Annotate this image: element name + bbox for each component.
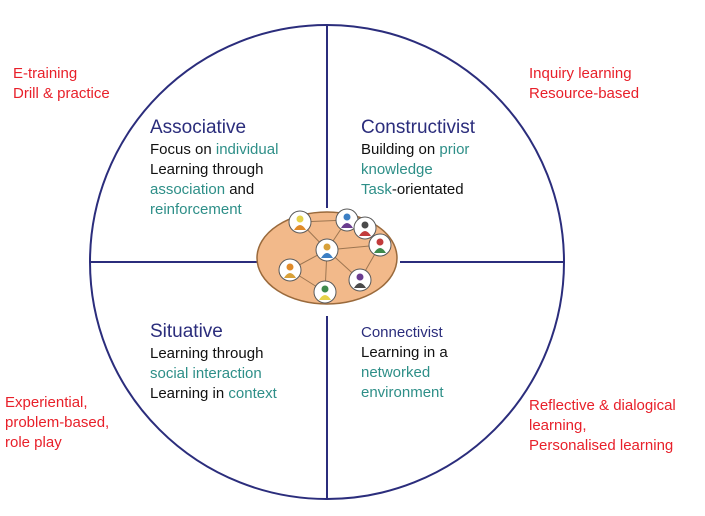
text-plain: Building on <box>361 141 440 158</box>
quadrant-constructivist: Constructivist Building on prior knowled… <box>361 116 475 200</box>
side-label-line: E-training <box>13 65 78 82</box>
quadrant-connectivist: Connectivist Learning in a networked env… <box>361 323 448 403</box>
side-label-line: Inquiry learning <box>529 65 632 82</box>
network-people-icon <box>256 208 398 305</box>
side-label-line: Experiential, <box>5 394 88 411</box>
situative-line-3: Learning in context <box>150 384 277 404</box>
side-label-line: Drill & practice <box>13 85 110 102</box>
connectivist-title: Connectivist <box>361 324 443 341</box>
connectivist-line-1: Learning in a <box>361 344 448 361</box>
side-label-line: Personalised learning <box>529 437 674 454</box>
associative-line-2: Learning through <box>150 161 264 178</box>
side-label-bottom-left: Experiential, problem-based, role play <box>5 393 109 453</box>
associative-line-4: reinforcement <box>150 201 242 218</box>
side-label-top-right: Inquiry learning Resource-based <box>529 64 639 104</box>
person-node-icon <box>315 238 339 262</box>
constructivist-title: Constructivist <box>361 117 476 138</box>
situative-title: Situative <box>150 321 223 342</box>
text-highlight: prior <box>439 141 470 158</box>
text-plain: Focus on <box>150 141 216 158</box>
situative-line-2: social interaction <box>150 365 262 382</box>
constructivist-line-3: Task-orientated <box>361 180 475 200</box>
associative-title: Associative <box>150 117 247 138</box>
side-label-line: learning, <box>529 417 587 434</box>
text-highlight: Task <box>361 181 392 198</box>
side-label-top-left: E-training Drill & practice <box>13 64 110 104</box>
situative-line-1: Learning through <box>150 345 264 362</box>
side-label-line: Resource-based <box>529 85 640 102</box>
quadrant-situative: Situative Learning through social intera… <box>150 320 277 404</box>
person-node-icon <box>278 258 302 282</box>
side-label-line: problem-based, <box>5 414 110 431</box>
text-plain: and <box>225 181 255 198</box>
quadrant-associative: Associative Focus on individual Learning… <box>150 116 278 220</box>
side-label-bottom-right: Reflective & dialogical learning, Person… <box>529 396 676 456</box>
text-highlight: individual <box>215 141 279 158</box>
connectivist-line-2: networked <box>361 364 431 381</box>
person-node-icon <box>335 208 359 232</box>
constructivist-line-2: knowledge <box>361 161 433 178</box>
associative-line-1: Focus on individual <box>150 140 278 160</box>
associative-line-3: association and <box>150 180 278 200</box>
side-label-line: role play <box>5 434 62 451</box>
text-highlight: context <box>228 385 277 402</box>
person-node-icon <box>348 268 372 292</box>
person-node-icon <box>288 210 312 234</box>
person-node-icon <box>313 280 337 304</box>
side-label-line: Reflective & dialogical <box>529 397 676 414</box>
text-plain: -orientated <box>391 181 464 198</box>
connectivist-line-3: environment <box>361 384 444 401</box>
text-highlight: association <box>150 181 226 198</box>
person-node-icon <box>368 233 392 257</box>
constructivist-line-1: Building on prior <box>361 140 475 160</box>
person-node-icon <box>353 216 377 240</box>
text-plain: Learning in <box>150 385 229 402</box>
